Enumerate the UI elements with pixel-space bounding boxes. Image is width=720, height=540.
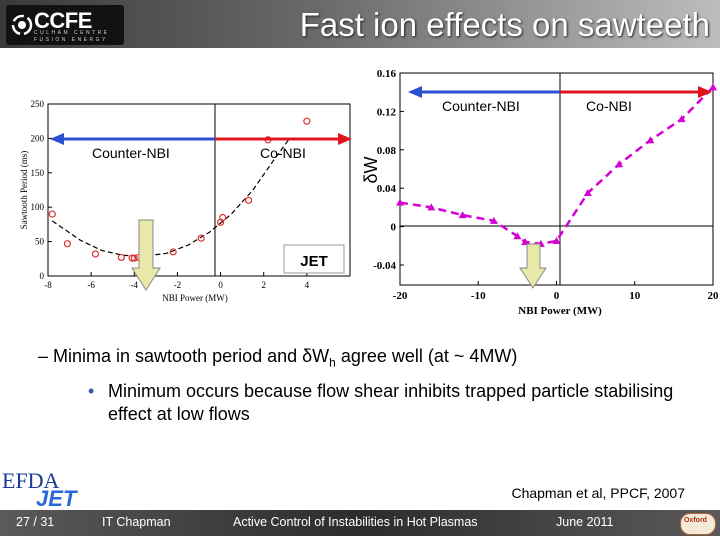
bullet-marker: • xyxy=(88,381,95,401)
left-data-point xyxy=(219,213,227,222)
left-xtick-label: -6 xyxy=(87,280,95,290)
counter-nbi-label-right: Counter-NBI xyxy=(442,98,520,114)
left-axis-ticks: -8 -6 -4 -2 0 2 4 0 50 100 150 200 250 xyxy=(31,99,310,290)
logo-subtitle-2: FUSION ENERGY xyxy=(34,37,108,43)
efda-logo-text: EFDA xyxy=(2,468,60,493)
right-xtick-label: 10 xyxy=(629,290,641,302)
left-xtick-label: 4 xyxy=(305,280,310,290)
left-xtick-label: -4 xyxy=(131,280,139,290)
left-ytick-label: 200 xyxy=(31,133,45,143)
right-ytick-label: 0 xyxy=(391,222,397,234)
left-plot-frame xyxy=(47,103,351,277)
citation: Chapman et al, PPCF, 2007 xyxy=(511,485,685,501)
left-data-point xyxy=(169,248,177,256)
right-data-point xyxy=(521,237,530,245)
left-data-point xyxy=(130,254,138,262)
minimum-marker-arrow-right xyxy=(519,243,547,289)
left-fit-line xyxy=(51,138,291,257)
left-xtick-label: 2 xyxy=(261,280,266,290)
slide-number: 27 / 31 xyxy=(16,515,55,529)
left-data-point xyxy=(117,253,125,262)
left-data-point xyxy=(303,117,311,125)
right-xtick-label: -20 xyxy=(393,290,408,302)
left-xtick-label: -8 xyxy=(44,280,52,290)
ccfe-logo xyxy=(6,5,124,45)
right-data-point xyxy=(583,189,592,196)
co-nbi-arrowhead-left xyxy=(338,133,352,145)
left-data-point xyxy=(48,210,56,218)
right-axis-ticks: -20 -10 0 10 20 -0.04 0 0.04 0.08 0.12 0.16 xyxy=(373,68,719,302)
left-ytick-label: 150 xyxy=(31,168,45,178)
logo-subtitle-1: CULHAM CENTRE xyxy=(34,30,110,36)
footer-bar xyxy=(0,510,720,536)
counter-nbi-label-left: Counter-NBI xyxy=(92,145,170,161)
right-ytick-label: 0.16 xyxy=(377,68,397,80)
minimum-marker-arrow-left xyxy=(131,219,161,291)
left-ytick-label: 100 xyxy=(31,202,45,212)
left-ytick-label: 50 xyxy=(35,237,45,247)
jet-label: JET xyxy=(300,253,328,270)
logo-text: CCFE xyxy=(34,8,92,33)
counter-nbi-arrowhead-left xyxy=(50,133,64,145)
jet-label-box xyxy=(283,244,345,274)
right-xlabel: NBI Power (MW) xyxy=(518,305,602,317)
right-data-point xyxy=(615,160,624,168)
left-data-point xyxy=(91,250,100,258)
bullet-level1-suffix: agree well (at ~ 4MW) xyxy=(335,346,518,366)
delta-w-chart: -20 -10 0 10 20 -0.04 0 0.04 0.08 0.12 0.16 NBI Po… xyxy=(361,68,719,317)
left-ylabel: Sawtooth Period (ms) xyxy=(19,151,29,230)
bullet-level1: – Minima in sawtooth period and δWh agre… xyxy=(38,346,517,370)
right-ytick-label: 0.12 xyxy=(377,106,397,118)
right-data-point xyxy=(458,211,467,219)
right-data-point xyxy=(396,198,404,206)
right-ytick-label: -0.04 xyxy=(373,260,396,272)
right-data-point xyxy=(646,136,655,144)
left-data-point xyxy=(63,240,72,248)
left-fit-curve xyxy=(51,138,291,257)
right-series xyxy=(396,83,717,247)
oxford-logo-text: Oxford xyxy=(684,517,707,524)
right-data-point xyxy=(677,115,686,123)
footer-talk-title: Active Control of Instabilities in Hot P… xyxy=(233,515,478,529)
co-nbi-label-left: Co-NBI xyxy=(260,145,306,161)
right-ytick-label: 0.04 xyxy=(377,183,397,195)
right-xtick-label: -10 xyxy=(471,290,486,302)
left-xtick-label: 0 xyxy=(218,280,223,290)
jet-logo-text: JET xyxy=(36,486,78,510)
left-data-point xyxy=(197,234,205,242)
co-nbi-label-right: Co-NBI xyxy=(586,98,632,114)
left-data-point xyxy=(245,196,253,204)
right-data-point xyxy=(709,83,717,91)
left-ytick-label: 0 xyxy=(40,271,45,281)
footer-author: IT Chapman xyxy=(102,515,171,529)
efda-jet-logo: EFDA JET xyxy=(2,468,78,510)
left-xlabel: NBI Power (MW) xyxy=(162,293,228,303)
footer-date: June 2011 xyxy=(556,515,614,529)
right-data-point xyxy=(552,237,561,244)
co-nbi-arrowhead-right xyxy=(698,86,712,98)
right-data-point xyxy=(427,203,436,211)
left-xtick-label: -2 xyxy=(174,280,182,290)
right-data-point xyxy=(513,232,522,240)
right-data-point xyxy=(489,216,498,224)
oxford-logo xyxy=(680,513,716,535)
counter-nbi-arrowhead-right xyxy=(408,86,422,98)
right-xtick-label: 0 xyxy=(554,290,560,302)
bullet-level1-subscript: h xyxy=(329,355,336,370)
right-ylabel: δW xyxy=(361,156,381,183)
right-xtick-label: 20 xyxy=(708,290,720,302)
left-ytick-label: 250 xyxy=(31,99,45,109)
right-ytick-label: 0.08 xyxy=(377,145,397,157)
ccfe-swirl-icon xyxy=(11,14,33,36)
bullet-level1-prefix: – Minima in sawtooth period and δW xyxy=(38,346,330,366)
bullet-level2: Minimum occurs because flow shear inhibi… xyxy=(108,381,674,424)
slide-title: Fast ion effects on sawteeth xyxy=(299,6,710,43)
